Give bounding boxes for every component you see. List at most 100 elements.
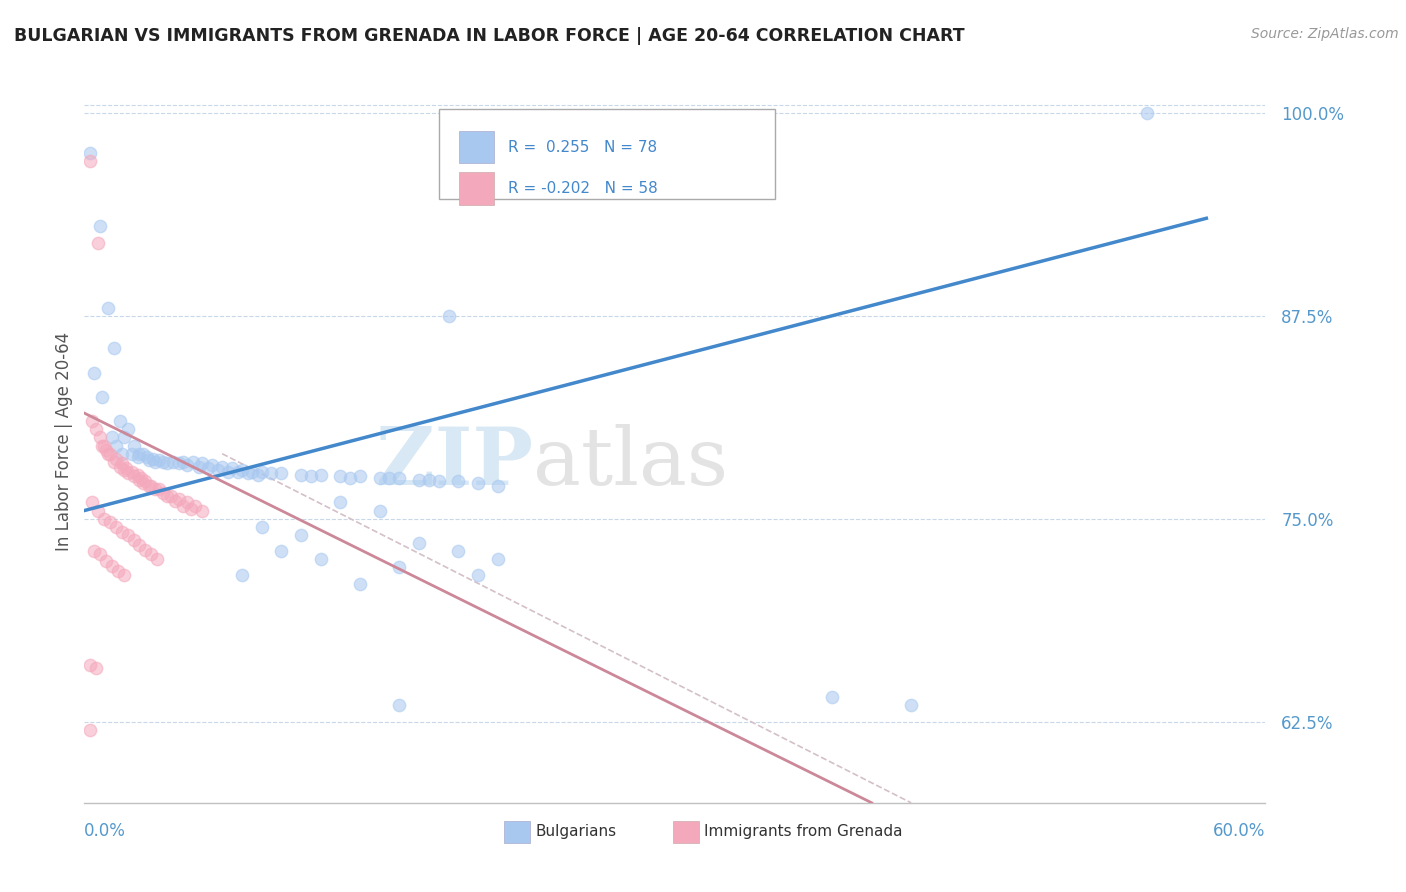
Point — [160, 489, 183, 503]
Point — [236, 466, 259, 480]
Point — [368, 471, 391, 485]
Point — [89, 430, 111, 444]
Point — [418, 473, 440, 487]
Text: R =  0.255   N = 78: R = 0.255 N = 78 — [509, 140, 658, 154]
Text: 0.0%: 0.0% — [84, 822, 127, 840]
Point — [270, 466, 292, 480]
Point — [79, 146, 101, 161]
Point — [84, 661, 107, 675]
Point — [231, 568, 253, 582]
Point — [246, 467, 269, 482]
Point — [187, 459, 209, 474]
Point — [79, 154, 101, 169]
Point — [146, 552, 169, 566]
Point — [122, 533, 145, 547]
Point — [143, 455, 166, 469]
Text: 60.0%: 60.0% — [1213, 822, 1265, 840]
Point — [91, 439, 114, 453]
Point — [141, 479, 163, 493]
Point — [1136, 105, 1159, 120]
Point — [290, 467, 312, 482]
Point — [467, 568, 489, 582]
Point — [250, 465, 273, 479]
Point — [112, 430, 135, 444]
Point — [112, 463, 135, 477]
Point — [156, 489, 179, 503]
Point — [349, 469, 371, 483]
Point — [447, 475, 470, 489]
Point — [112, 568, 135, 582]
Text: Bulgarians: Bulgarians — [536, 824, 617, 839]
Point — [486, 479, 509, 493]
Point — [117, 528, 139, 542]
Point — [176, 495, 198, 509]
Point — [191, 457, 214, 471]
Text: ZIP: ZIP — [377, 425, 533, 502]
Point — [132, 447, 155, 461]
Point — [183, 499, 205, 513]
Point — [408, 473, 430, 487]
Point — [388, 560, 411, 574]
Point — [162, 455, 184, 469]
Point — [309, 552, 332, 566]
Point — [486, 552, 509, 566]
Point — [167, 457, 190, 471]
Point — [111, 447, 134, 461]
Point — [87, 235, 110, 250]
FancyBboxPatch shape — [503, 821, 530, 843]
Point — [180, 502, 202, 516]
Point — [388, 698, 411, 713]
Point — [84, 422, 107, 436]
Point — [388, 471, 411, 485]
Point — [207, 463, 229, 477]
Point — [111, 524, 134, 539]
Point — [191, 503, 214, 517]
Point — [121, 465, 143, 479]
Point — [152, 485, 174, 500]
Point — [122, 439, 145, 453]
Point — [138, 479, 160, 493]
Point — [197, 461, 219, 475]
Point — [437, 309, 460, 323]
Point — [83, 544, 105, 558]
Point — [117, 466, 139, 480]
Point — [79, 657, 101, 672]
Point — [93, 511, 115, 525]
Point — [378, 471, 401, 485]
Point — [142, 451, 165, 466]
FancyBboxPatch shape — [458, 172, 494, 204]
Point — [128, 447, 150, 461]
Point — [408, 536, 430, 550]
Point — [821, 690, 844, 705]
Point — [82, 414, 104, 428]
Point — [101, 430, 124, 444]
Point — [104, 451, 127, 466]
Point — [141, 548, 163, 562]
Point — [127, 467, 149, 482]
Point — [83, 366, 105, 380]
Point — [107, 564, 129, 578]
Point — [108, 459, 131, 474]
Point — [349, 576, 371, 591]
Point — [299, 469, 322, 483]
Point — [329, 495, 352, 509]
Point — [138, 453, 160, 467]
Point — [260, 466, 283, 480]
Point — [250, 520, 273, 534]
FancyBboxPatch shape — [439, 109, 775, 200]
Point — [172, 455, 194, 469]
Point — [163, 493, 186, 508]
Point — [97, 447, 120, 461]
Point — [467, 475, 489, 490]
Point — [134, 475, 156, 489]
Point — [128, 538, 150, 552]
Point — [121, 447, 143, 461]
Point — [103, 455, 125, 469]
Point — [101, 558, 124, 573]
Point — [221, 461, 243, 475]
Point — [447, 544, 470, 558]
Text: BULGARIAN VS IMMIGRANTS FROM GRENADA IN LABOR FORCE | AGE 20-64 CORRELATION CHAR: BULGARIAN VS IMMIGRANTS FROM GRENADA IN … — [14, 27, 965, 45]
Point — [89, 219, 111, 234]
Point — [217, 465, 239, 479]
Y-axis label: In Labor Force | Age 20-64: In Labor Force | Age 20-64 — [55, 332, 73, 551]
